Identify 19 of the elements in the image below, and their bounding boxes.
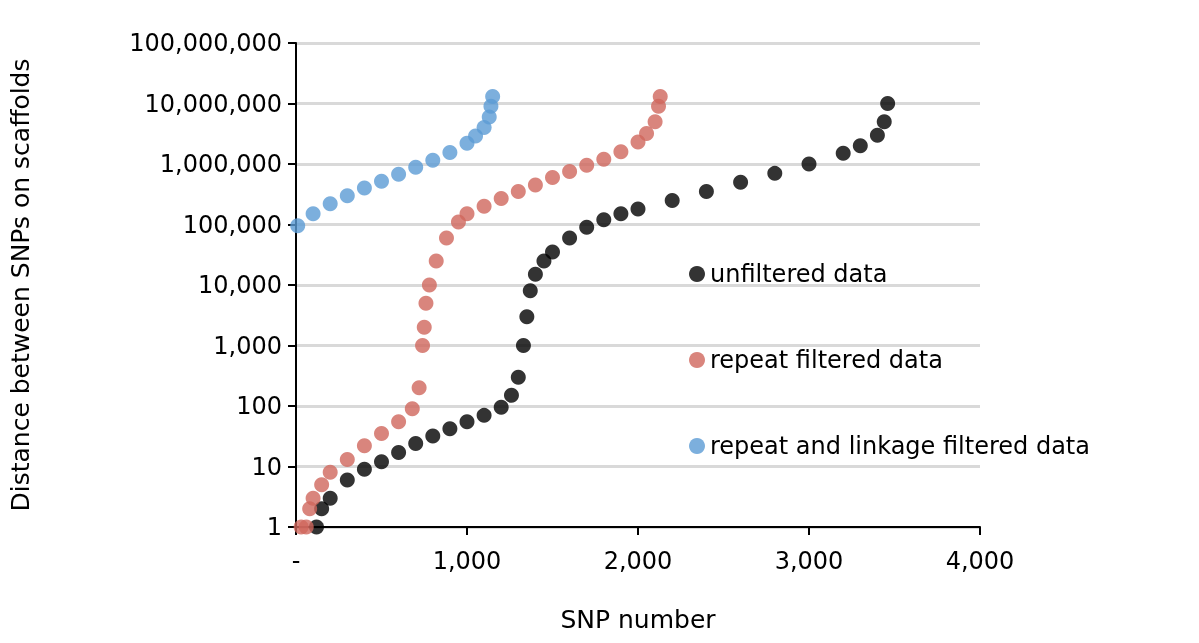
x-axis-title: SNP number bbox=[560, 605, 717, 634]
y-tick-label: 10,000 bbox=[198, 271, 282, 299]
legend-label: unfiltered data bbox=[710, 260, 888, 288]
x-tick-label: 2,000 bbox=[603, 547, 673, 575]
x-tick-label: 1,000 bbox=[432, 547, 502, 575]
y-axis-title: Distance between SNPs on scaffolds bbox=[6, 58, 35, 512]
x-tick-label: - bbox=[291, 547, 301, 575]
y-tick-label: 10 bbox=[251, 452, 282, 481]
y-tick-label: 1,000,000 bbox=[159, 150, 282, 178]
y-tick-label: 100,000 bbox=[182, 210, 282, 239]
y-tick-label: 100 bbox=[236, 392, 282, 420]
y-tick-label: 100,000,000 bbox=[129, 29, 282, 57]
y-tick-label: 10,000,000 bbox=[144, 89, 282, 118]
x-tick-label: 4,000 bbox=[945, 547, 1015, 575]
y-tick-label: 1,000 bbox=[213, 331, 282, 360]
y-tick-label: 1 bbox=[266, 513, 282, 541]
x-tick-label: 3,000 bbox=[774, 547, 844, 575]
legend-label: repeat filtered data bbox=[710, 346, 943, 374]
legend-label: repeat and linkage filtered data bbox=[710, 432, 1090, 460]
